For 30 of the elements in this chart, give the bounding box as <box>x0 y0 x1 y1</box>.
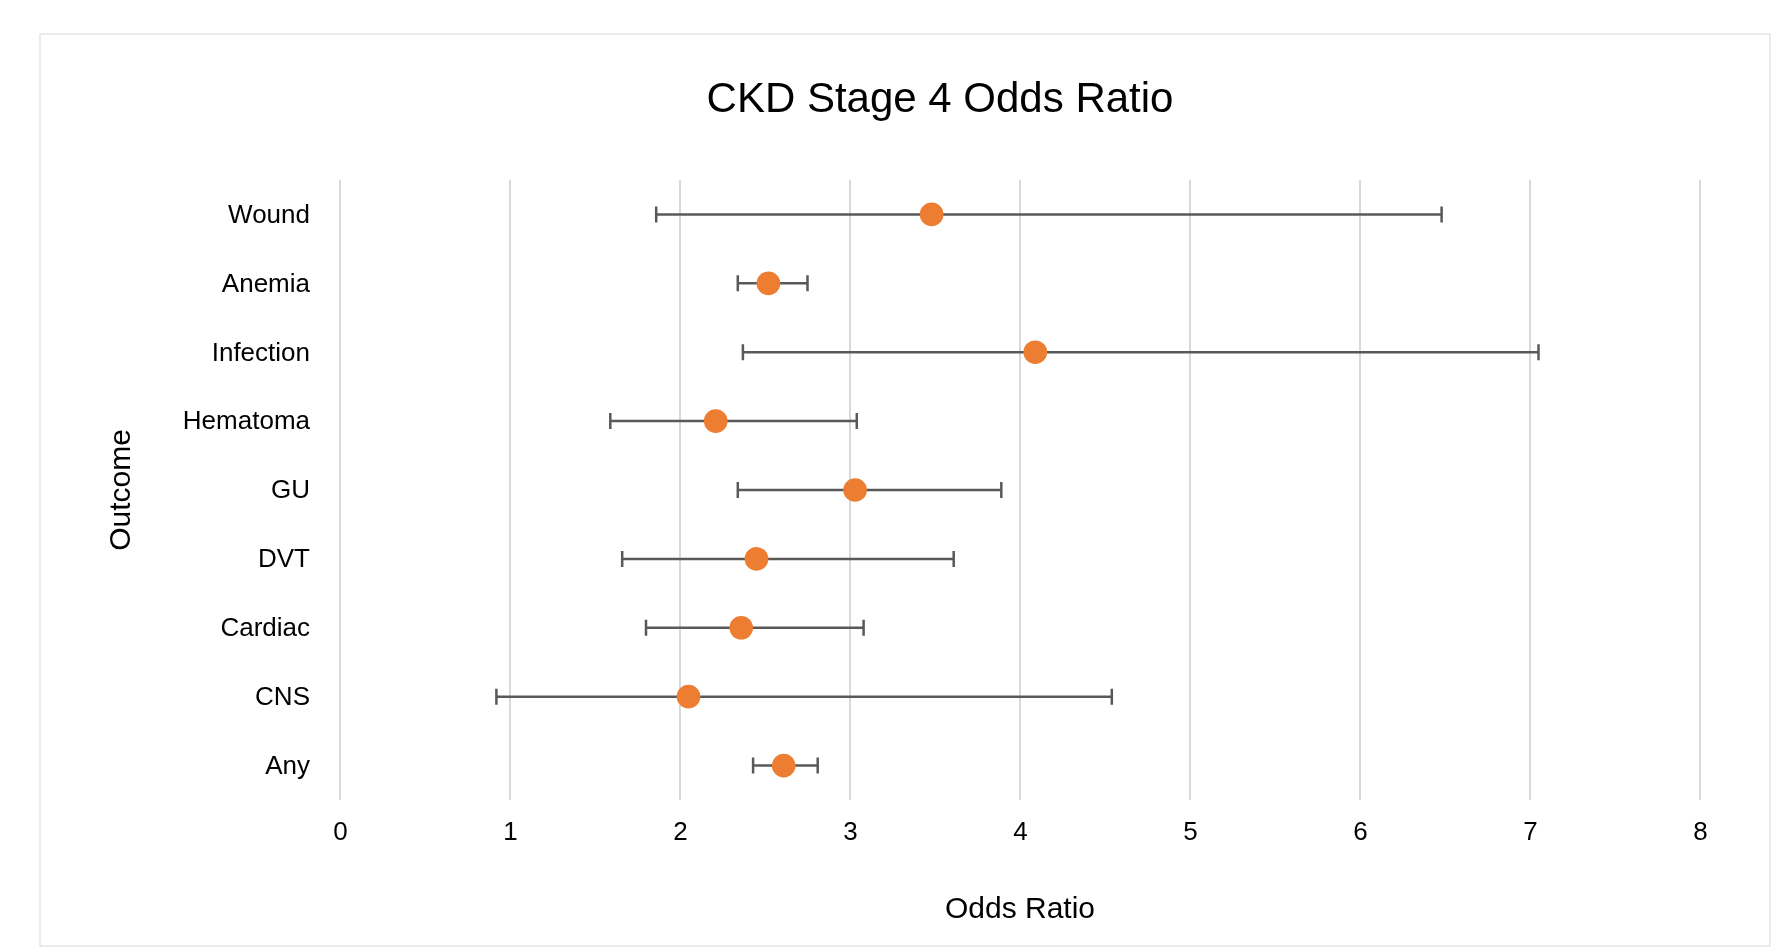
x-tick-label: 6 <box>1353 816 1368 847</box>
chart-title: CKD Stage 4 Odds Ratio <box>706 74 1174 121</box>
y-tick-label: Wound <box>228 198 310 229</box>
y-tick-label: Infection <box>211 336 310 367</box>
x-tick-label: 1 <box>503 816 518 847</box>
x-tick-label: 8 <box>1693 816 1708 847</box>
y-tick-label: Hematoma <box>182 405 311 436</box>
y-tick-label: DVT <box>258 543 311 574</box>
x-tick-label: 0 <box>333 816 348 847</box>
y-tick-label: Anemia <box>221 267 311 298</box>
point <box>744 547 769 571</box>
x-tick-label: 3 <box>843 816 858 847</box>
point <box>1023 340 1048 365</box>
point <box>703 409 728 433</box>
x-tick-label: 7 <box>1523 816 1538 847</box>
x-tick-label: 4 <box>1013 816 1028 847</box>
x-tick-label: 2 <box>673 816 688 847</box>
y-tick-label: GU <box>271 474 310 505</box>
y-axis-title: Outcome <box>103 429 136 551</box>
point <box>756 271 781 296</box>
point <box>919 202 944 227</box>
y-tick-label: Any <box>265 749 310 780</box>
y-tick-label: CNS <box>255 680 310 711</box>
point <box>771 753 796 778</box>
x-axis-title: Odds Ratio <box>944 891 1096 924</box>
point <box>676 684 701 709</box>
point <box>843 478 867 502</box>
y-tick-label: Cardiac <box>220 612 310 643</box>
point <box>729 615 754 640</box>
x-tick-label: 5 <box>1183 816 1198 847</box>
